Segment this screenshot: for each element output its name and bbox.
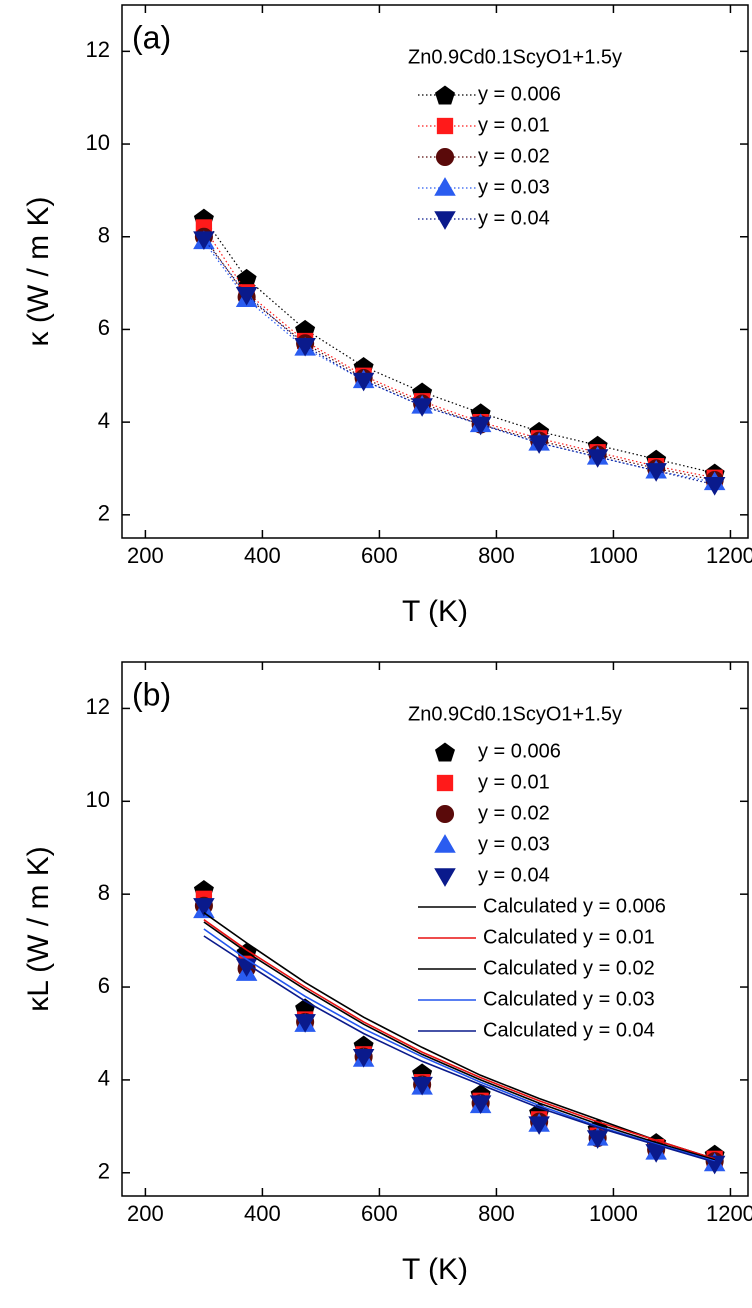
series-line (203, 217, 715, 474)
legend-title: Zn0.9Cd0.1ScyO1+1.5y (408, 703, 622, 725)
legend-marker (434, 85, 456, 105)
data-point (586, 1130, 609, 1149)
x-tick-label: 1200 (706, 543, 752, 568)
data-point (235, 286, 258, 306)
y-tick-label: 4 (98, 408, 110, 433)
panel-label: (b) (132, 676, 171, 712)
y-tick-label: 8 (98, 880, 110, 905)
y-tick-label: 2 (98, 501, 110, 526)
y-tick-label: 4 (98, 1066, 110, 1091)
legend-marker (436, 117, 454, 135)
y-axis-label: κ (W / m K) (22, 197, 55, 347)
y-tick-label: 6 (98, 973, 110, 998)
x-tick-label: 1200 (706, 1201, 752, 1226)
legend-label: Calculated y = 0.006 (483, 895, 666, 917)
x-tick-label: 400 (244, 543, 281, 568)
x-tick-label: 1000 (589, 1201, 638, 1226)
series-line (203, 935, 715, 1163)
data-point (294, 337, 316, 357)
legend-label: y = 0.006 (478, 83, 561, 105)
data-point (193, 898, 215, 917)
legend-label: Calculated y = 0.03 (483, 988, 655, 1010)
series-line (203, 227, 715, 479)
x-tick-label: 400 (244, 1201, 281, 1226)
legend-label: Calculated y = 0.04 (483, 1019, 655, 1041)
legend-marker (434, 742, 456, 762)
x-tick-label: 600 (361, 543, 398, 568)
data-point (411, 398, 433, 417)
x-tick-label: 200 (127, 543, 164, 568)
legend-marker (435, 147, 455, 167)
plot-frame (121, 4, 749, 539)
plot-frame (121, 661, 749, 1197)
y-tick-label: 8 (98, 223, 110, 248)
data-point (645, 463, 667, 482)
x-axis-label: T (K) (402, 1253, 468, 1286)
data-point (352, 372, 375, 392)
legend-title: Zn0.9Cd0.1ScyO1+1.5y (408, 46, 622, 68)
series-line (203, 238, 715, 486)
x-tick-label: 600 (361, 1201, 398, 1226)
y-tick-label: 2 (98, 1159, 110, 1184)
series-line (203, 241, 715, 483)
data-point (586, 449, 609, 468)
data-point (411, 1076, 433, 1096)
series-line (203, 912, 715, 1160)
x-tick-label: 1000 (589, 543, 638, 568)
data-point (294, 1014, 316, 1033)
legend-marker (434, 177, 456, 196)
y-tick-label: 10 (86, 787, 110, 812)
legend-label: y = 0.04 (478, 207, 550, 229)
x-tick-label: 800 (478, 1201, 515, 1226)
y-tick-label: 10 (86, 130, 110, 155)
series-line (203, 919, 715, 1160)
x-axis-label: T (K) (402, 595, 468, 628)
x-tick-label: 800 (478, 543, 515, 568)
legend-label: y = 0.01 (478, 114, 550, 136)
legend-label: y = 0.006 (478, 740, 561, 762)
data-point (528, 1116, 550, 1135)
legend-marker (434, 834, 456, 853)
panel-label: (a) (132, 19, 171, 55)
legend-label: y = 0.02 (478, 145, 550, 167)
x-tick-label: 200 (127, 1201, 164, 1226)
legend-marker (434, 211, 456, 230)
legend-label: Calculated y = 0.01 (483, 926, 655, 948)
data-point (703, 477, 726, 496)
data-point (469, 1095, 492, 1115)
data-point (528, 435, 550, 454)
legend-label: Calculated y = 0.02 (483, 957, 655, 979)
y-tick-label: 6 (98, 315, 110, 340)
data-point (193, 231, 215, 250)
legend-label: y = 0.03 (478, 833, 550, 855)
legend-marker (436, 774, 454, 792)
y-axis-label: κL (W / m K) (22, 846, 55, 1012)
series-line (203, 236, 715, 481)
legend-label: y = 0.04 (478, 864, 550, 886)
legend-label: y = 0.01 (478, 771, 550, 793)
data-point (352, 1048, 375, 1068)
legend-marker (434, 868, 456, 887)
legend-marker (435, 804, 455, 824)
y-tick-label: 12 (86, 37, 110, 62)
legend-label: y = 0.02 (478, 802, 550, 824)
data-point (469, 416, 492, 436)
series-line (203, 928, 715, 1162)
legend-label: y = 0.03 (478, 176, 550, 198)
y-tick-label: 12 (86, 694, 110, 719)
series-line (203, 921, 715, 1161)
